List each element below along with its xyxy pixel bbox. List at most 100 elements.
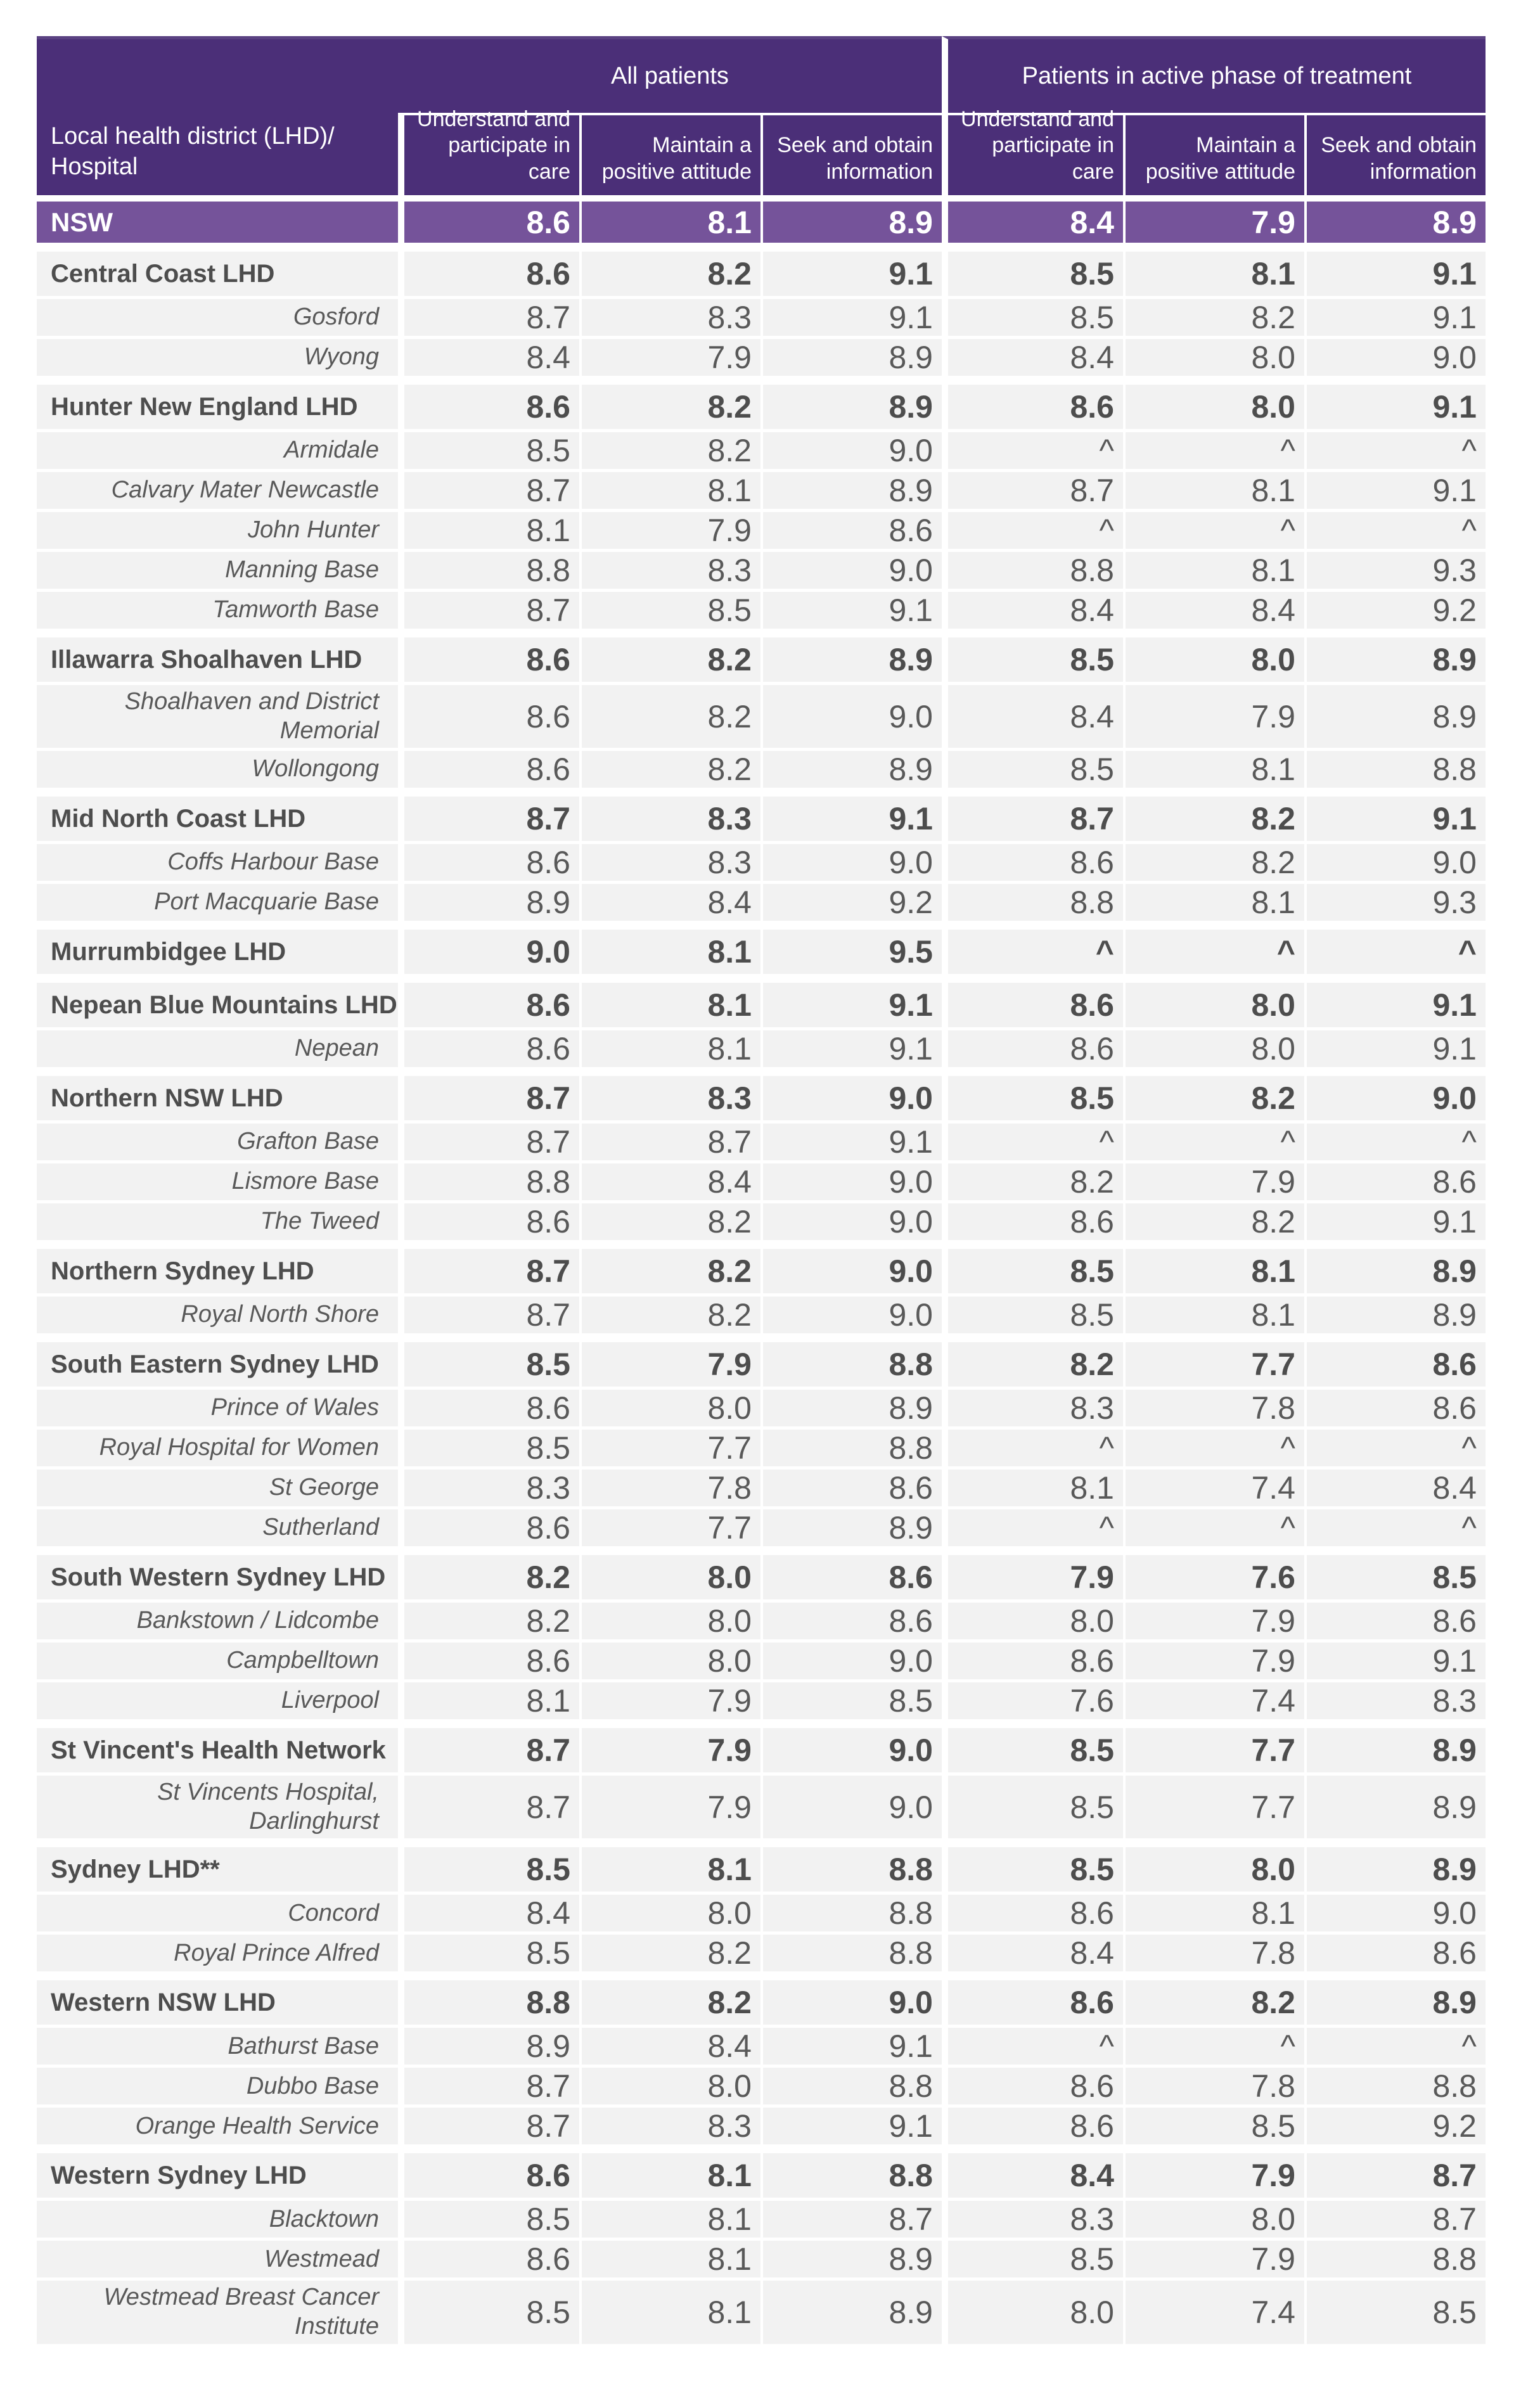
row-label: Royal Prince Alfred — [37, 1935, 398, 1972]
value-cell: 7.4 — [1123, 2281, 1304, 2344]
value-cell: ^ — [942, 512, 1123, 549]
value-cell: 8.2 — [398, 1555, 579, 1600]
value-cell: 8.2 — [579, 252, 760, 296]
value-cell: 8.9 — [1304, 685, 1486, 748]
value-cell: 8.1 — [1123, 252, 1304, 296]
value-cell: 8.9 — [1304, 1297, 1486, 1334]
table-row: Concord 8.4 8.0 8.8 8.6 8.1 9.0 — [37, 1895, 1486, 1932]
value-cell: 8.5 — [942, 751, 1123, 788]
value-cell: 8.6 — [760, 1555, 942, 1600]
value-cell: 8.5 — [942, 252, 1123, 296]
row-label: Royal Hospital for Women — [37, 1430, 398, 1467]
row-label: Prince of Wales — [37, 1390, 398, 1427]
table-row: Bankstown / Lidcombe 8.2 8.0 8.6 8.0 7.9… — [37, 1603, 1486, 1640]
value-cell: 8.0 — [579, 1603, 760, 1640]
value-cell: 7.4 — [1123, 1470, 1304, 1507]
value-cell: 7.7 — [579, 1509, 760, 1547]
row-label: Blacktown — [37, 2201, 398, 2238]
value-cell: 8.5 — [398, 2201, 579, 2238]
value-cell: 8.1 — [579, 2153, 760, 2198]
value-cell: 9.0 — [1304, 1076, 1486, 1121]
value-cell: 9.0 — [760, 1643, 942, 1680]
value-cell: 8.4 — [942, 202, 1123, 243]
value-cell: 9.0 — [760, 432, 942, 469]
value-cell: 8.1 — [398, 512, 579, 549]
value-cell: 8.7 — [942, 797, 1123, 842]
value-cell: 8.1 — [1123, 1249, 1304, 1294]
value-cell: 9.1 — [1304, 1030, 1486, 1068]
row-label: Central Coast LHD — [37, 252, 398, 296]
value-cell: 8.3 — [942, 1390, 1123, 1427]
value-cell: 8.1 — [1123, 552, 1304, 589]
table-row: Sydney LHD** 8.5 8.1 8.8 8.5 8.0 8.9 — [37, 1847, 1486, 1892]
row-label: Shoalhaven and District Memorial — [37, 685, 398, 748]
value-cell: 8.6 — [760, 512, 942, 549]
value-cell: 8.6 — [942, 844, 1123, 881]
row-label: Western NSW LHD — [37, 1980, 398, 2025]
value-cell: ^ — [942, 930, 1123, 975]
value-cell: 8.5 — [942, 2241, 1123, 2278]
value-cell: ^ — [1123, 512, 1304, 549]
value-cell: 9.1 — [1304, 797, 1486, 842]
value-cell: 8.8 — [760, 2068, 942, 2105]
value-cell: 8.5 — [942, 1076, 1123, 1121]
row-label: St Vincent's Health Network — [37, 1728, 398, 1773]
table-row: Campbelltown 8.6 8.0 9.0 8.6 7.9 9.1 — [37, 1643, 1486, 1680]
value-cell: 8.5 — [942, 299, 1123, 336]
value-cell: 8.6 — [942, 1980, 1123, 2025]
value-cell: 8.6 — [398, 685, 579, 748]
row-label: Hunter New England LHD — [37, 385, 398, 429]
value-cell: 7.9 — [1123, 1643, 1304, 1680]
value-cell: 8.9 — [1304, 1980, 1486, 2025]
row-label: Gosford — [37, 299, 398, 336]
value-cell: 8.9 — [760, 339, 942, 376]
value-cell: 8.6 — [942, 2108, 1123, 2145]
value-cell: 8.9 — [760, 472, 942, 509]
value-cell: 8.1 — [1123, 1895, 1304, 1932]
value-cell: 9.5 — [760, 930, 942, 975]
value-cell: 8.0 — [1123, 385, 1304, 429]
row-label: Wyong — [37, 339, 398, 376]
table-row: Blacktown 8.5 8.1 8.7 8.3 8.0 8.7 — [37, 2201, 1486, 2238]
value-cell: 8.2 — [1123, 1076, 1304, 1121]
value-cell: 8.3 — [579, 2108, 760, 2145]
value-cell: 8.5 — [942, 637, 1123, 682]
value-cell: 8.9 — [760, 202, 942, 243]
table-row: Dubbo Base 8.7 8.0 8.8 8.6 7.8 8.8 — [37, 2068, 1486, 2105]
value-cell: 8.6 — [942, 1203, 1123, 1241]
value-cell: 8.5 — [398, 2281, 579, 2344]
value-cell: 7.9 — [1123, 1163, 1304, 1201]
value-cell: 8.6 — [760, 1603, 942, 1640]
value-cell: 8.5 — [398, 1342, 579, 1387]
value-cell: 9.1 — [1304, 299, 1486, 336]
row-label: NSW — [37, 202, 398, 243]
value-cell: 8.2 — [579, 432, 760, 469]
column-header: Seek and obtain information — [760, 113, 942, 195]
row-label: Northern NSW LHD — [37, 1076, 398, 1121]
table-row: South Eastern Sydney LHD 8.5 7.9 8.8 8.2… — [37, 1342, 1486, 1387]
value-cell: 7.8 — [579, 1470, 760, 1507]
value-cell: 8.4 — [579, 1163, 760, 1201]
value-cell: 7.9 — [579, 1342, 760, 1387]
value-cell: 8.9 — [760, 385, 942, 429]
value-cell: 8.1 — [942, 1470, 1123, 1507]
value-cell: ^ — [1304, 2028, 1486, 2065]
value-cell: 8.6 — [398, 1390, 579, 1427]
value-cell: 8.7 — [398, 1297, 579, 1334]
row-label: Royal North Shore — [37, 1297, 398, 1334]
group-header-all-patients: All patients — [398, 36, 942, 113]
table-row: Shoalhaven and District Memorial 8.6 8.2… — [37, 685, 1486, 748]
value-cell: 8.0 — [1123, 983, 1304, 1028]
row-label: South Eastern Sydney LHD — [37, 1342, 398, 1387]
value-cell: 8.8 — [1304, 2241, 1486, 2278]
value-cell: 8.8 — [398, 1163, 579, 1201]
row-label: Dubbo Base — [37, 2068, 398, 2105]
table-row: John Hunter 8.1 7.9 8.6 ^ ^ ^ — [37, 512, 1486, 549]
value-cell: 9.0 — [760, 552, 942, 589]
value-cell: 8.6 — [942, 983, 1123, 1028]
row-label: Bathurst Base — [37, 2028, 398, 2065]
value-cell: 8.9 — [1304, 1776, 1486, 1839]
table-row: Western Sydney LHD 8.6 8.1 8.8 8.4 7.9 8… — [37, 2153, 1486, 2198]
value-cell: ^ — [1123, 1430, 1304, 1467]
value-cell: 7.8 — [1123, 2068, 1304, 2105]
